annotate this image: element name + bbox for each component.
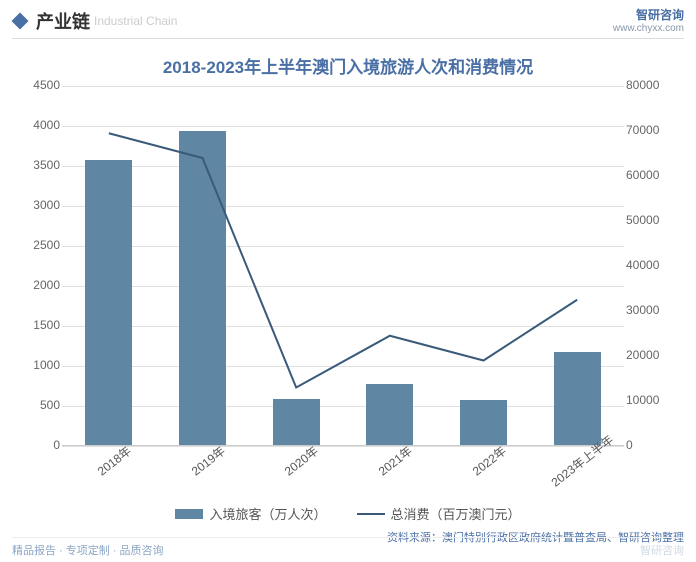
y-left-tick: 1500 xyxy=(16,318,60,332)
header: 产业链 Industrial Chain 智研咨询 www.chyxx.com xyxy=(0,0,696,38)
y-right-tick: 10000 xyxy=(626,393,680,407)
legend-bar-swatch xyxy=(175,509,203,519)
y-left-tick: 2500 xyxy=(16,238,60,252)
legend-bar-label: 入境旅客（万人次） xyxy=(209,504,326,523)
footer-left: 精品报告 · 专项定制 · 品质咨询 xyxy=(12,542,164,558)
y-right-tick: 50000 xyxy=(626,213,680,227)
y-left-tick: 0 xyxy=(16,438,60,452)
y-left-tick: 4500 xyxy=(16,78,60,92)
footer: 精品报告 · 专项定制 · 品质咨询 智研咨询 xyxy=(12,537,684,558)
legend-line: 总消费（百万澳门元） xyxy=(357,504,521,523)
legend-bar: 入境旅客（万人次） xyxy=(175,504,326,523)
section-title: 产业链 xyxy=(36,8,90,34)
y-right-tick: 80000 xyxy=(626,78,680,92)
legend-line-label: 总消费（百万澳门元） xyxy=(391,504,521,523)
y-right-tick: 60000 xyxy=(626,168,680,182)
divider xyxy=(12,38,684,39)
chart-title: 2018-2023年上半年澳门入境旅游人次和消费情况 xyxy=(0,53,696,78)
y-right-tick: 40000 xyxy=(626,258,680,272)
x-axis-labels: 2018年2019年2020年2021年2022年2023年上半年 xyxy=(62,446,624,471)
y-right-tick: 0 xyxy=(626,438,680,452)
y-left-tick: 1000 xyxy=(16,358,60,372)
y-right-tick: 70000 xyxy=(626,123,680,137)
line-layer xyxy=(62,86,624,446)
y-right-tick: 30000 xyxy=(626,303,680,317)
line-path xyxy=(109,133,577,387)
brand-url: www.chyxx.com xyxy=(613,23,684,34)
y-left-tick: 3000 xyxy=(16,198,60,212)
legend: 入境旅客（万人次） 总消费（百万澳门元） xyxy=(12,504,684,523)
y-right-tick: 20000 xyxy=(626,348,680,362)
section-title-en: Industrial Chain xyxy=(94,14,177,28)
y-axis-right: 0100002000030000400005000060000700008000… xyxy=(626,86,680,446)
y-axis-left: 050010001500200025003000350040004500 xyxy=(16,86,60,446)
chart: 050010001500200025003000350040004500 010… xyxy=(12,86,684,523)
diamond-icon xyxy=(12,13,29,30)
y-left-tick: 3500 xyxy=(16,158,60,172)
y-left-tick: 2000 xyxy=(16,278,60,292)
brand-name: 智研咨询 xyxy=(613,6,684,23)
plot-area: 050010001500200025003000350040004500 010… xyxy=(62,86,624,446)
brand-block: 智研咨询 www.chyxx.com xyxy=(613,6,684,34)
footer-right: 智研咨询 xyxy=(640,542,684,558)
legend-line-swatch xyxy=(357,513,385,515)
y-left-tick: 4000 xyxy=(16,118,60,132)
y-left-tick: 500 xyxy=(16,398,60,412)
